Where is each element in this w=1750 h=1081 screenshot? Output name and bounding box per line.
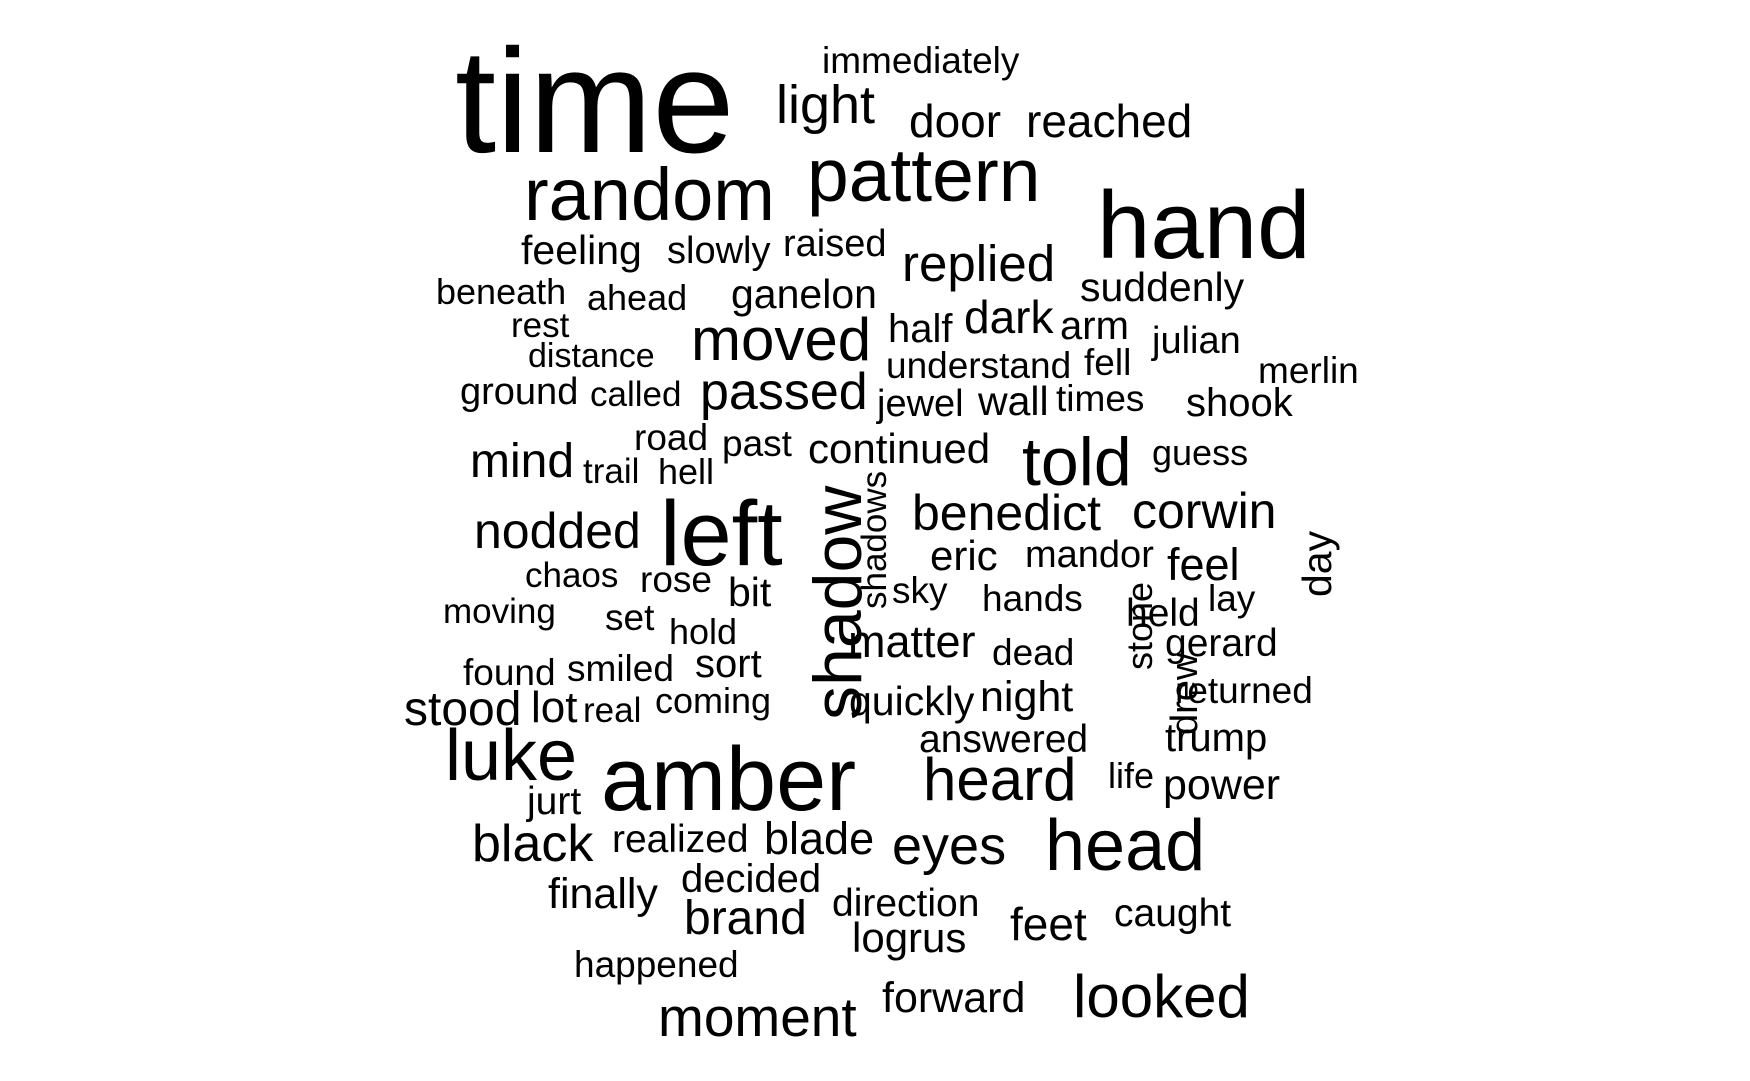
cloud-word-hell: hell: [658, 451, 715, 492]
cloud-word-dark: dark: [964, 291, 1054, 343]
cloud-word-matter: matter: [848, 616, 976, 667]
cloud-word-immediately: immediately: [822, 40, 1020, 81]
cloud-word-night: night: [980, 673, 1074, 721]
cloud-word-brand: brand: [684, 892, 807, 945]
cloud-word-past: past: [722, 423, 792, 464]
cloud-word-feet: feet: [1010, 898, 1087, 950]
cloud-word-julian: julian: [1152, 320, 1241, 362]
cloud-word-raised: raised: [783, 223, 887, 265]
cloud-word-day: day: [1294, 530, 1340, 597]
cloud-word-distance: distance: [528, 337, 655, 375]
cloud-word-suddenly: suddenly: [1080, 264, 1245, 310]
cloud-word-shook: shook: [1186, 381, 1293, 425]
cloud-word-blade: blade: [764, 813, 875, 864]
cloud-word-guess: guess: [1152, 432, 1249, 473]
cloud-word-passed: passed: [700, 363, 868, 421]
cloud-word-reached: reached: [1026, 95, 1193, 147]
cloud-word-power: power: [1163, 761, 1281, 809]
cloud-word-replied: replied: [902, 235, 1056, 292]
cloud-word-hold: hold: [669, 611, 738, 652]
cloud-word-answered: answered: [919, 718, 1089, 761]
cloud-word-sort: sort: [695, 642, 762, 686]
cloud-word-arm: arm: [1060, 304, 1129, 348]
cloud-word-light: light: [776, 75, 876, 135]
cloud-word-benedict: benedict: [912, 485, 1102, 541]
cloud-word-merlin: merlin: [1258, 350, 1359, 391]
cloud-word-forward: forward: [882, 974, 1026, 1022]
cloud-word-called: called: [590, 375, 682, 414]
cloud-word-pattern: pattern: [807, 133, 1041, 217]
cloud-word-decided: decided: [681, 857, 822, 901]
cloud-word-trail: trail: [583, 452, 640, 491]
cloud-word-understand: understand: [886, 345, 1072, 386]
cloud-word-life: life: [1108, 755, 1155, 796]
cloud-word-told: told: [1022, 424, 1132, 500]
cloud-word-bit: bit: [728, 569, 772, 615]
cloud-word-eyes: eyes: [892, 816, 1007, 876]
cloud-word-half: half: [888, 307, 953, 351]
cloud-word-happened: happened: [574, 944, 739, 985]
cloud-word-jurt: jurt: [527, 780, 582, 823]
cloud-word-rose: rose: [640, 559, 712, 600]
cloud-word-jewel: jewel: [877, 383, 964, 425]
cloud-word-door: door: [909, 95, 1002, 147]
cloud-word-feel: feel: [1167, 539, 1240, 590]
cloud-word-dead: dead: [992, 632, 1075, 673]
cloud-word-held: held: [1126, 592, 1200, 635]
cloud-word-slowly: slowly: [667, 230, 771, 272]
cloud-word-set: set: [605, 597, 655, 638]
cloud-word-chaos: chaos: [525, 556, 619, 595]
cloud-word-sky: sky: [892, 570, 948, 611]
cloud-word-corwin: corwin: [1132, 483, 1277, 539]
cloud-word-feeling: feeling: [521, 227, 642, 273]
cloud-word-moved: moved: [691, 306, 872, 373]
cloud-word-eric: eric: [930, 532, 998, 579]
cloud-word-found: found: [463, 652, 556, 693]
cloud-word-amber: amber: [601, 730, 857, 830]
cloud-word-hand: hand: [1097, 172, 1311, 279]
cloud-word-lay: lay: [1208, 578, 1256, 619]
cloud-word-smiled: smiled: [567, 648, 674, 689]
cloud-word-ground: ground: [460, 371, 579, 413]
cloud-word-lot: lot: [531, 683, 578, 732]
cloud-word-trump: trump: [1165, 716, 1268, 760]
cloud-word-beneath: beneath: [436, 271, 567, 312]
cloud-word-road: road: [634, 417, 709, 458]
cloud-word-hands: hands: [982, 578, 1083, 619]
cloud-word-moving: moving: [443, 592, 556, 631]
cloud-word-mandor: mandor: [1025, 534, 1154, 576]
cloud-word-rest: rest: [511, 306, 570, 345]
cloud-word-continued: continued: [808, 425, 991, 472]
cloud-word-stood: stood: [404, 683, 522, 736]
cloud-word-real: real: [583, 691, 642, 730]
cloud-word-caught: caught: [1114, 892, 1232, 935]
cloud-word-head: head: [1045, 806, 1206, 886]
cloud-word-ahead: ahead: [587, 277, 688, 318]
cloud-word-looked: looked: [1073, 963, 1250, 1030]
cloud-word-fell: fell: [1084, 342, 1132, 383]
cloud-word-quickly: quickly: [849, 678, 975, 724]
cloud-word-ganelon: ganelon: [731, 271, 877, 317]
cloud-word-luke: luke: [445, 716, 578, 796]
cloud-word-realized: realized: [612, 818, 749, 861]
cloud-word-shadows: shadows: [855, 470, 894, 609]
cloud-word-wall: wall: [978, 378, 1049, 424]
cloud-word-finally: finally: [548, 870, 658, 918]
cloud-word-returned: returned: [1175, 670, 1313, 711]
cloud-word-direction: direction: [832, 882, 980, 925]
cloud-word-coming: coming: [655, 680, 772, 721]
cloud-word-heard: heard: [923, 746, 1077, 813]
cloud-word-random: random: [524, 153, 775, 236]
cloud-word-mind: mind: [470, 435, 575, 488]
cloud-word-nodded: nodded: [474, 503, 641, 559]
cloud-word-logrus: logrus: [852, 914, 967, 961]
cloud-word-gerard: gerard: [1165, 622, 1278, 665]
cloud-word-times: times: [1056, 378, 1145, 419]
cloud-word-left: left: [660, 483, 783, 585]
cloud-word-time: time: [455, 19, 735, 184]
cloud-word-black: black: [472, 815, 594, 873]
cloud-word-moment: moment: [658, 986, 857, 1048]
